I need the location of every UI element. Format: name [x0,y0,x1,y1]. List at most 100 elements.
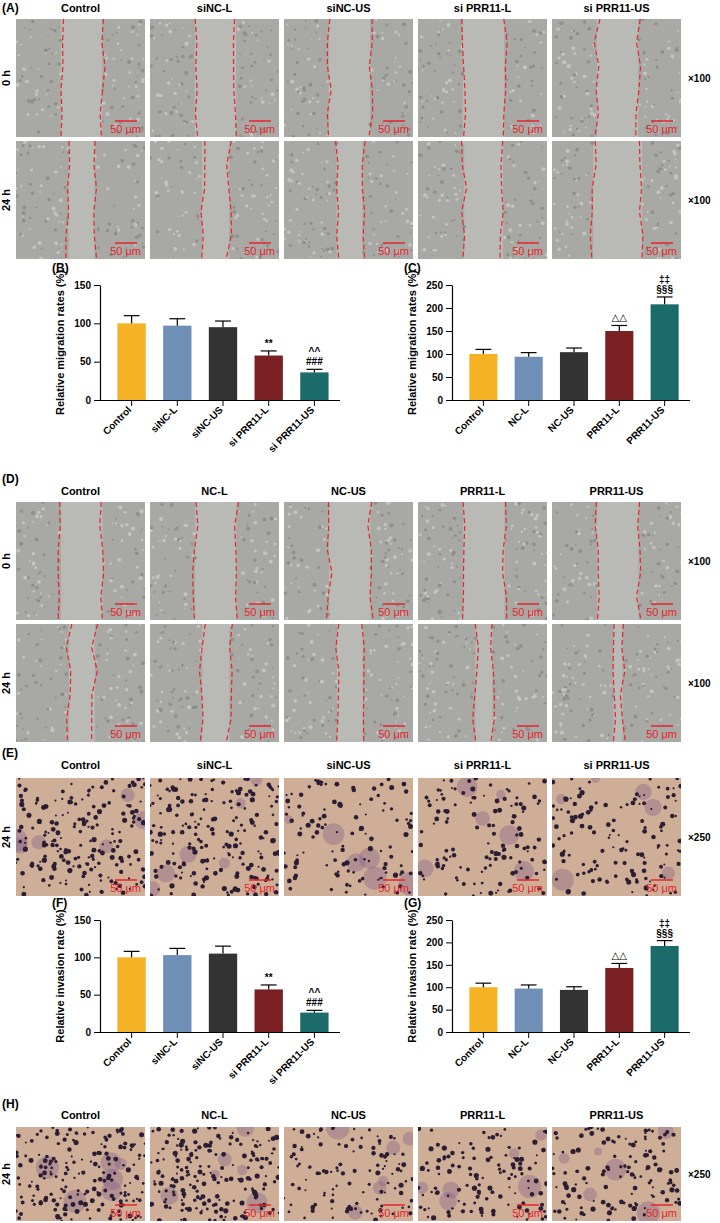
scale-bar-label: 50 μm [110,606,141,618]
cell-texture [418,67,419,69]
cell-texture [35,586,38,589]
cell-texture [135,81,137,83]
cell-texture [231,638,234,641]
wound-area [69,624,95,742]
cell-texture [270,78,273,81]
cell-texture [173,92,176,95]
cell-texture [590,107,593,110]
cell-texture [160,503,163,506]
cell-texture [394,80,396,82]
cell-texture [298,591,301,594]
cell-texture [159,720,162,723]
wound-edge [92,624,98,742]
cell-texture [55,52,57,54]
cell-texture [300,558,304,562]
cell-texture [235,234,239,238]
cell-texture [311,658,315,662]
cell-texture [384,528,387,531]
cell-texture [185,211,188,214]
scale-bar-label: 50 μm [378,606,409,618]
cell-texture [557,593,560,596]
cell-texture [434,166,436,168]
cell-texture [583,74,587,78]
cell-texture [460,220,462,222]
cell-texture [46,89,49,92]
cell-texture [253,160,257,164]
wound-area [329,502,370,620]
cell-texture [64,694,66,696]
cell-texture [293,73,296,76]
cell-texture [96,654,100,658]
cell-texture [273,555,276,558]
cell-texture [250,65,253,68]
cell-texture [32,674,35,677]
cell-texture [320,680,324,684]
cell-texture [410,222,413,226]
cell-texture [326,247,330,251]
cell-texture [421,515,423,517]
cell-texture [441,503,445,507]
cell-texture [403,695,405,697]
cell-texture [656,226,659,229]
cell-texture [265,717,267,719]
wound-edge [195,19,197,137]
cell-texture [316,127,318,129]
cell-texture [438,583,442,587]
cell-texture [121,539,124,542]
cell-texture [37,511,40,514]
cell-texture [541,146,543,148]
cell-texture [565,220,567,222]
cell-texture [402,83,406,87]
cell-texture [306,196,308,198]
cell-texture [393,711,397,715]
cell-texture [563,131,565,133]
cell-texture [284,592,287,595]
cell-texture [184,524,188,528]
wound-area [202,624,229,742]
cell-texture [106,719,110,723]
cell-texture [115,518,117,520]
cell-texture [437,33,440,36]
cell-texture [451,566,454,569]
cell-texture [425,577,429,581]
cell-texture [164,112,167,115]
cell-texture [195,178,197,180]
cell-texture [369,649,372,652]
cell-texture [142,596,145,600]
cell-texture [158,110,162,114]
cell-texture [454,187,456,189]
cell-texture [288,513,291,516]
cell-texture [531,202,534,205]
cell-texture [139,624,141,626]
cell-texture [312,97,314,99]
cell-texture [426,187,430,191]
cell-texture [328,192,331,195]
cell-texture [667,47,671,51]
cell-texture [271,598,275,602]
cell-texture [253,581,257,585]
cell-texture [300,86,302,88]
cell-texture [269,194,271,196]
cell-texture [458,50,462,54]
column-header: PRR11-US [590,485,644,497]
cell-texture [384,523,387,526]
cell-texture [300,516,303,519]
cell-texture [377,511,380,514]
cell-texture [156,93,160,97]
figure: (A)ControlsiNC-LsiNC-USsi PRR11-Lsi PRR1… [0,0,720,1223]
cell-texture [57,62,61,66]
cell-texture [446,131,448,133]
cell-texture [290,582,292,584]
cell-texture [117,703,121,707]
cell-texture [403,723,406,726]
cell-texture [196,214,200,218]
cell-texture [139,721,143,725]
cell-texture [267,531,271,535]
cell-texture [262,669,266,673]
cell-texture [159,574,161,576]
cell-texture [310,222,313,225]
cell-texture [436,96,440,100]
cell-texture [108,222,111,225]
cell-texture [22,211,26,215]
cell-texture [240,77,243,80]
